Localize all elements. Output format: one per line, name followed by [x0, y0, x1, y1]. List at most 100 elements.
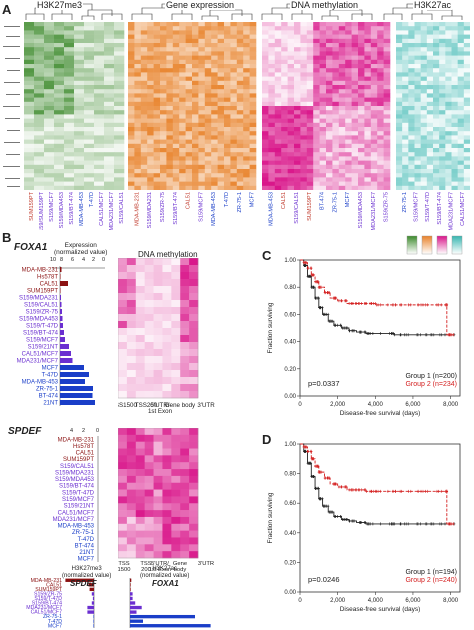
heatmap-cell: [104, 97, 115, 103]
heatmap-cell: [332, 30, 340, 35]
heatmap-cell: [166, 122, 174, 128]
methylation-cell: [171, 510, 181, 518]
heatmap-cell: [426, 164, 434, 170]
heatmap-cell: [306, 135, 314, 140]
heatmap-cell: [230, 26, 238, 31]
heatmap-cell: [185, 118, 193, 124]
methylation-cell: [162, 377, 172, 385]
heatmap-cell: [192, 64, 199, 69]
heatmap-cell: [104, 118, 115, 124]
heatmap-cell: [274, 93, 282, 98]
heatmap-cell: [230, 76, 238, 82]
heatmap-cell: [84, 173, 95, 178]
heatmap-cell: [351, 177, 359, 182]
heatmap-cell: [338, 93, 346, 98]
heatmap-cell: [179, 106, 186, 111]
heatmap-cell: [358, 177, 365, 182]
heatmap-cell: [332, 127, 340, 132]
heatmap-cell: [445, 177, 452, 182]
methylation-cell: [189, 342, 199, 350]
heatmap-cell: [313, 185, 320, 190]
heatmap-cell: [128, 68, 135, 73]
heatmap-cell: [402, 64, 409, 69]
sample-label: MDA-MB-453: [22, 380, 59, 386]
heatmap-cell: [134, 80, 142, 86]
heatmap-cell: [351, 43, 359, 48]
heatmap-cell: [319, 34, 327, 40]
heatmap-cell: [243, 160, 250, 166]
heatmap-cell: [147, 156, 154, 161]
methylation-cell: [135, 523, 145, 531]
heatmap-cell: [370, 64, 378, 69]
heatmap-cell: [408, 26, 415, 31]
heatmap-cell: [166, 59, 174, 65]
heatmap-cell: [433, 181, 440, 187]
heatmap-cell: [217, 135, 225, 140]
heatmap-cell: [114, 85, 125, 90]
heatmap-cell: [319, 93, 327, 98]
heatmap-cell: [54, 97, 65, 103]
heatmap-cell: [243, 76, 250, 82]
heatmap-cell: [402, 30, 409, 35]
methylation-xlabel: body: [174, 567, 187, 573]
heatmap-cell: [104, 72, 115, 77]
heatmap-cell: [185, 22, 193, 27]
heatmap-cell: [426, 30, 434, 35]
me3-bar: [87, 605, 94, 610]
heatmap-cell: [287, 148, 295, 153]
heatmap-cell: [338, 173, 346, 178]
heatmap-cell: [306, 164, 314, 170]
heatmap-cell: [94, 110, 105, 115]
heatmap-cell: [153, 106, 161, 111]
sample-label: SUM159PT: [63, 457, 94, 463]
ac-bar: [130, 583, 131, 587]
heatmap-cell: [236, 30, 244, 35]
methylation-cell: [118, 537, 128, 545]
heatmap-cell: [94, 101, 105, 107]
heatmap-cell: [262, 143, 269, 149]
heatmap-cell: [294, 68, 301, 73]
chip-bars: MDA-MB-231CAL51SUM159PTS159/ZR-75S159/T-…: [26, 578, 211, 629]
heatmap-cell: [114, 22, 125, 27]
heatmap-cell: [319, 47, 327, 52]
heatmap-cell: [204, 131, 212, 136]
heatmap-cell: [217, 76, 225, 82]
heatmap-cell: [249, 114, 257, 119]
methylation-xlabel: Gene: [173, 561, 187, 567]
heatmap-cell: [236, 110, 244, 115]
heatmap-cell: [160, 101, 167, 107]
heatmap-cell: [166, 97, 174, 103]
heatmap-cell: [64, 76, 75, 82]
heatmap-cell: [433, 114, 440, 119]
heatmap-cell: [457, 76, 465, 82]
heatmap-cell: [319, 51, 327, 56]
heatmap-cell: [147, 80, 154, 86]
heatmap-cell: [433, 164, 440, 170]
heatmap-cell: [104, 47, 115, 52]
expression-bar: [60, 386, 93, 391]
heatmap-cell: [433, 72, 440, 77]
heatmap-cell: [192, 181, 199, 187]
heatmap-cell: [185, 101, 193, 107]
heatmap-cell: [128, 97, 135, 103]
heatmap-cell: [345, 93, 352, 98]
heatmap-cell: [249, 110, 257, 115]
heatmap-cell: [84, 148, 95, 153]
heatmap-cell: [433, 43, 440, 48]
heatmap-cell: [44, 118, 55, 124]
panel-a-dendrograms: [25, 3, 463, 20]
heatmap-cell: [426, 122, 434, 128]
heatmap-cell: [300, 55, 308, 61]
heatmap-cell: [211, 106, 218, 111]
heatmap-cell: [134, 173, 142, 178]
heatmap-cell: [414, 110, 421, 115]
heatmap-cell: [439, 135, 446, 140]
heatmap-cell: [287, 55, 295, 61]
heatmap-cell: [377, 110, 384, 115]
heatmap-cell: [445, 101, 452, 107]
heatmap-cell: [44, 97, 55, 103]
heatmap-cell: [104, 68, 115, 73]
heatmap-cell: [34, 93, 45, 98]
methylation-cell: [162, 530, 172, 538]
heatmap-cell: [281, 177, 288, 182]
